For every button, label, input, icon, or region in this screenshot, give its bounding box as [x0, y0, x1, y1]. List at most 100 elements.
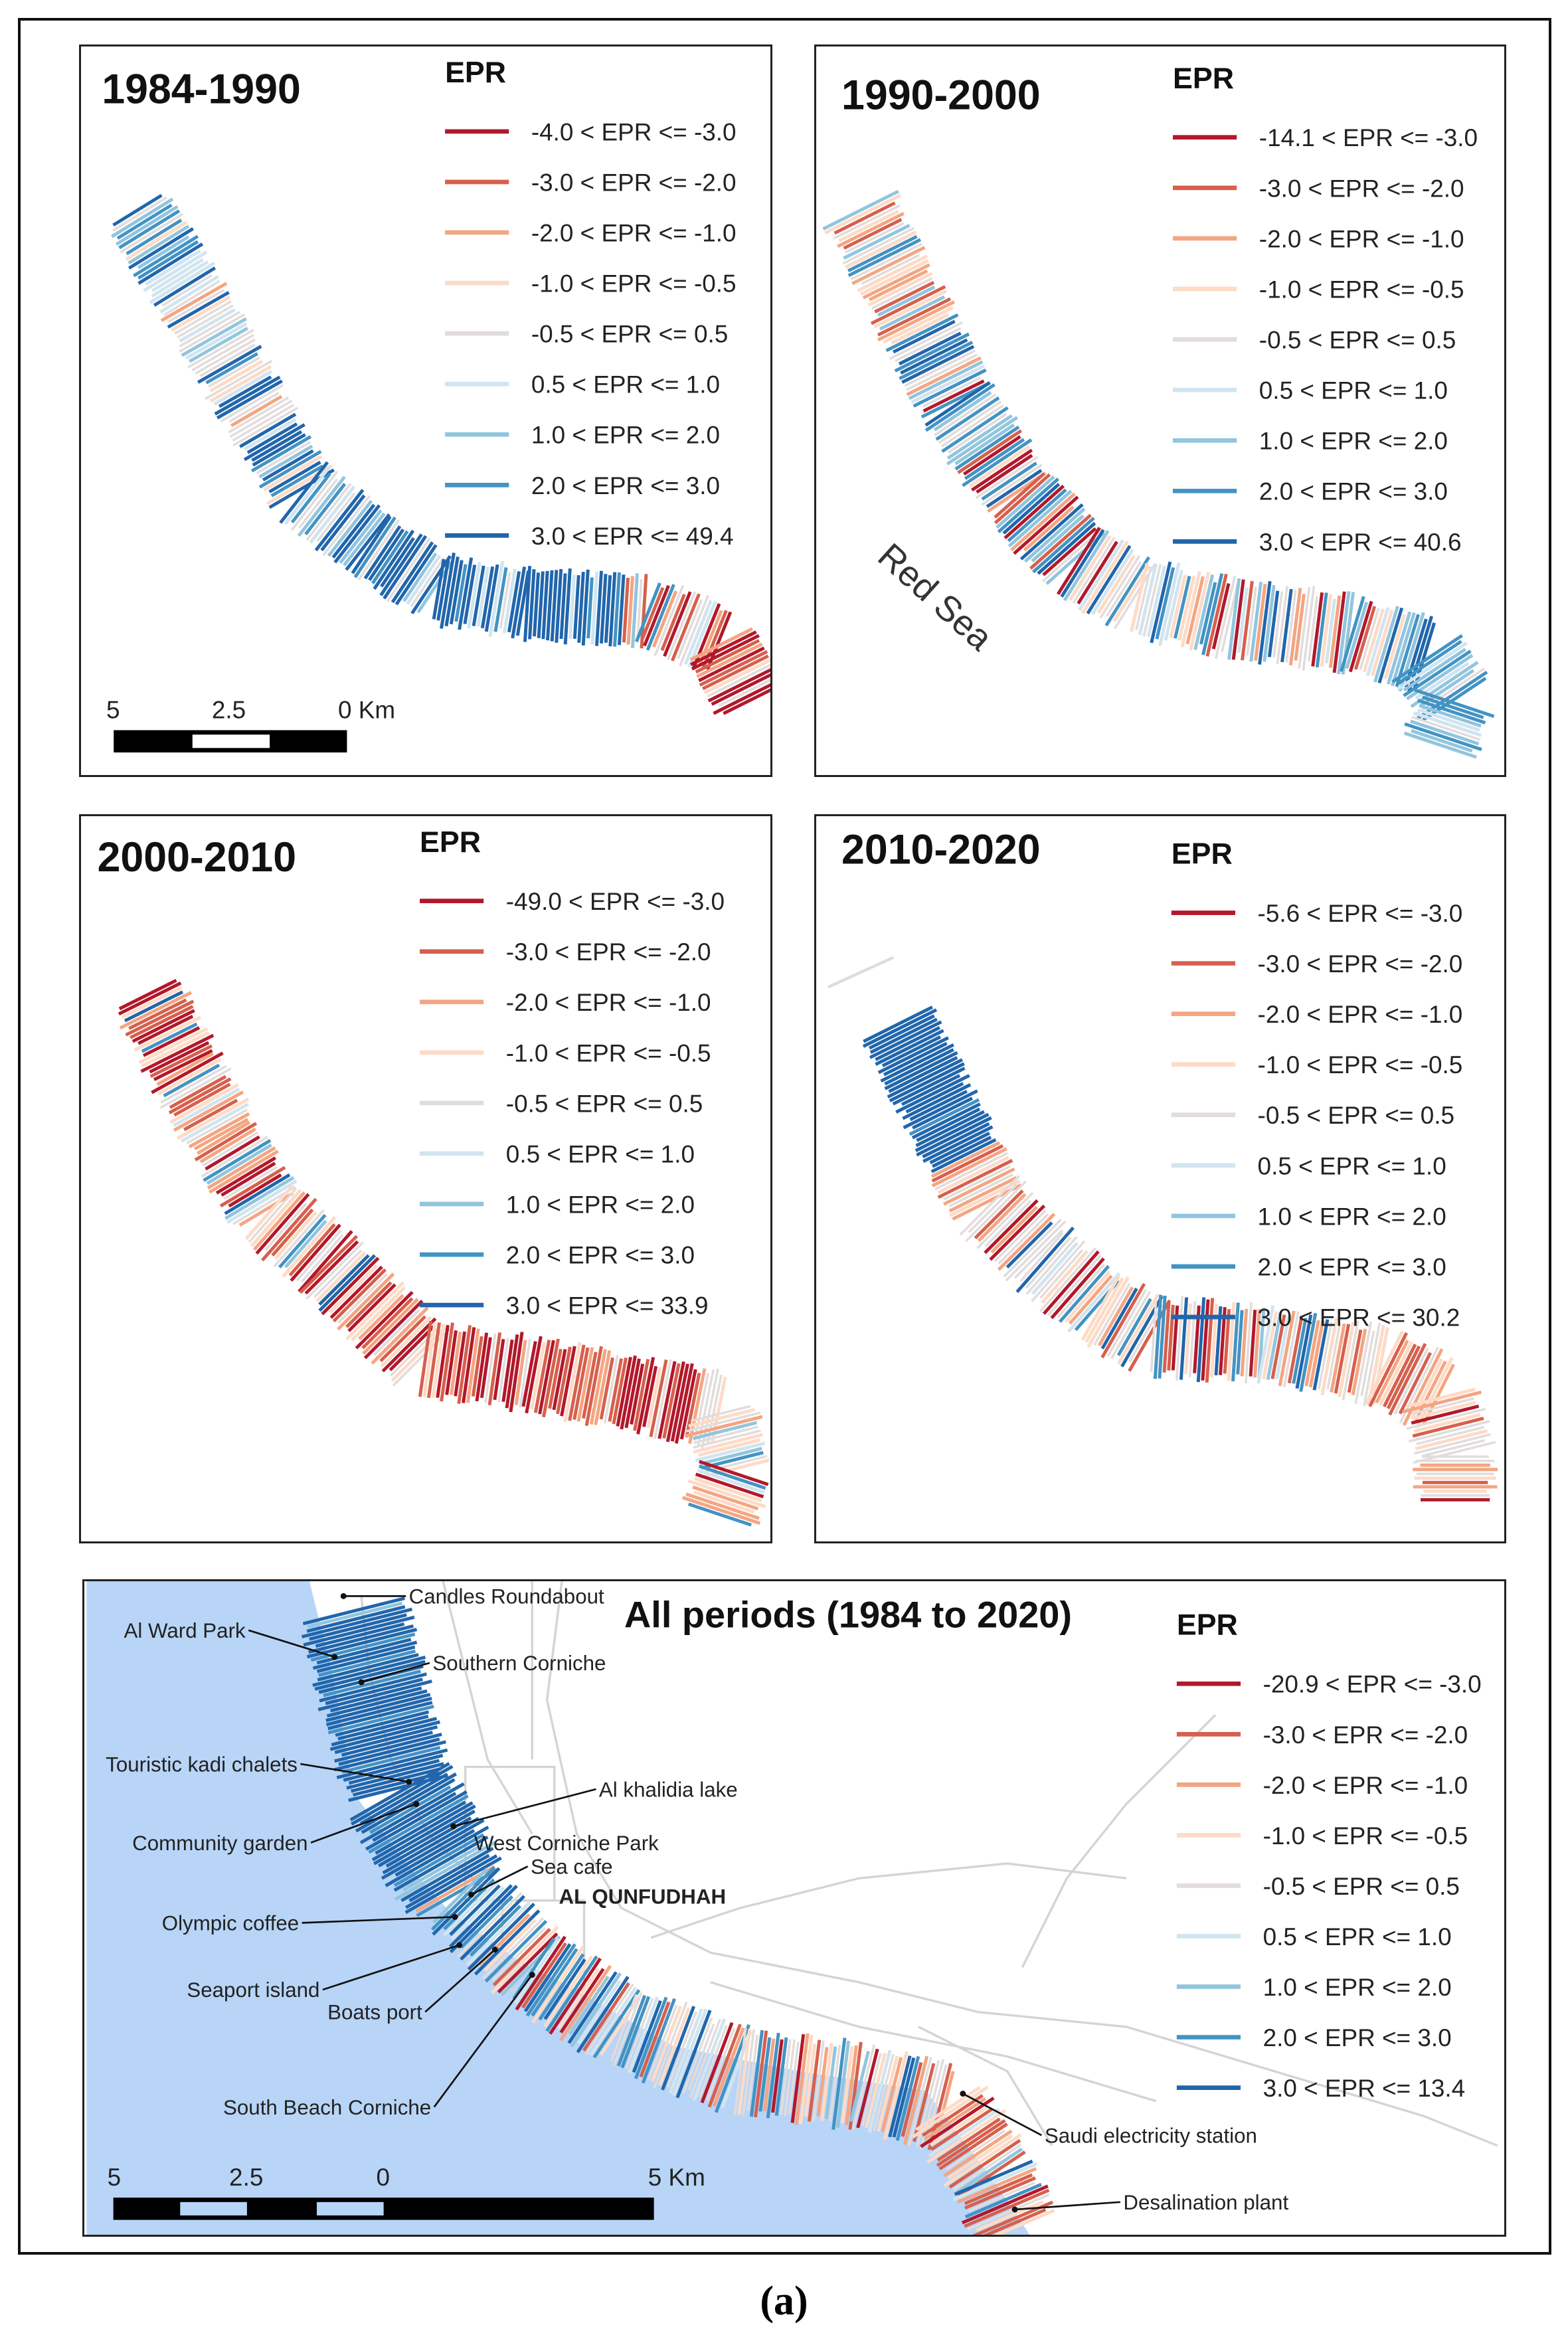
transect	[622, 577, 630, 643]
transect	[604, 575, 612, 643]
transect	[528, 568, 536, 640]
sea-label: Red Sea	[870, 536, 1000, 658]
transect	[967, 2193, 1050, 2231]
transect	[273, 1209, 325, 1268]
transect	[1363, 1322, 1381, 1407]
transect	[1110, 1290, 1151, 1359]
transect	[322, 495, 371, 557]
transect	[926, 2109, 1007, 2164]
transect	[616, 1356, 632, 1427]
transect	[649, 1359, 668, 1437]
transect	[326, 1689, 428, 1718]
transect	[1096, 555, 1136, 614]
transect	[507, 571, 521, 633]
transect	[1116, 1298, 1152, 1357]
transect	[693, 1429, 761, 1449]
transect	[754, 2030, 768, 2118]
transect	[345, 513, 391, 571]
transect	[220, 1162, 276, 1197]
transect	[994, 473, 1051, 525]
legend-item-label: 3.0 < EPR <= 30.2	[1258, 1304, 1460, 1332]
transect	[688, 1368, 707, 1444]
transect	[325, 1693, 431, 1723]
transect	[187, 329, 254, 369]
transect	[702, 654, 769, 691]
legend-title: EPR	[1177, 1609, 1238, 1642]
transect	[252, 1191, 306, 1251]
transect	[457, 1325, 472, 1405]
transect	[808, 2039, 822, 2122]
transect	[1193, 574, 1215, 650]
transect	[1128, 1304, 1164, 1363]
place-label: Candles Roundabout	[409, 1585, 604, 1608]
transect	[915, 2086, 981, 2131]
transect	[228, 391, 280, 423]
transect	[981, 464, 1043, 506]
transect	[1174, 576, 1191, 639]
transect	[899, 341, 974, 381]
transect	[843, 224, 911, 260]
transect	[219, 1166, 286, 1208]
transect	[116, 203, 173, 240]
transect	[251, 430, 303, 462]
transect	[278, 1213, 327, 1268]
place-label: Seaport island	[187, 1978, 319, 2002]
transect	[1411, 1404, 1480, 1425]
transect	[941, 406, 1009, 453]
transect	[479, 1337, 492, 1399]
transect	[214, 375, 281, 416]
transect	[1368, 1332, 1409, 1407]
legend-title: EPR	[420, 825, 481, 859]
transect	[662, 1363, 681, 1439]
transect	[1223, 1309, 1231, 1374]
transect	[484, 1333, 497, 1403]
transect	[432, 1867, 501, 1936]
transect	[525, 1943, 576, 2017]
transect	[865, 2052, 887, 2128]
transect	[381, 1818, 485, 1880]
transect	[879, 295, 946, 331]
transect	[1138, 563, 1158, 636]
transect	[869, 1020, 942, 1059]
transect	[197, 1120, 250, 1156]
transect	[552, 1349, 567, 1411]
transect	[353, 516, 396, 578]
transect	[543, 1955, 594, 2028]
transect	[851, 246, 926, 286]
transect	[481, 1917, 545, 1980]
transect	[1404, 722, 1482, 751]
legend-item-label: 2.0 < EPR <= 3.0	[1263, 2024, 1452, 2051]
transect	[998, 1213, 1049, 1264]
transect	[948, 1173, 1013, 1208]
transect	[617, 574, 626, 646]
transect	[316, 1645, 416, 1674]
transect	[1205, 1298, 1215, 1383]
transect	[368, 528, 405, 581]
transect	[371, 1306, 429, 1365]
transect	[169, 1075, 227, 1109]
transect	[1395, 614, 1420, 687]
transect	[159, 275, 219, 314]
transect	[163, 1063, 220, 1098]
transect	[379, 1315, 426, 1363]
transect	[1003, 484, 1065, 540]
transect	[448, 1884, 513, 1949]
transect	[653, 1359, 672, 1439]
transect	[488, 561, 505, 638]
transect	[624, 1997, 654, 2070]
transect	[1005, 1221, 1053, 1269]
transect	[984, 1200, 1032, 1247]
transect	[911, 364, 985, 404]
transect	[318, 1254, 370, 1306]
transect	[1041, 1250, 1089, 1304]
transect	[330, 1686, 422, 1713]
transect	[1360, 1330, 1375, 1397]
transect	[884, 1051, 958, 1090]
transect	[1318, 1322, 1333, 1389]
transect	[888, 2055, 912, 2138]
legend-item-label: -14.1 < EPR <= -3.0	[1259, 124, 1478, 151]
transect	[1386, 1345, 1421, 1410]
transect	[460, 1895, 513, 1949]
transect	[1364, 1330, 1405, 1405]
transect	[1416, 1426, 1485, 1446]
